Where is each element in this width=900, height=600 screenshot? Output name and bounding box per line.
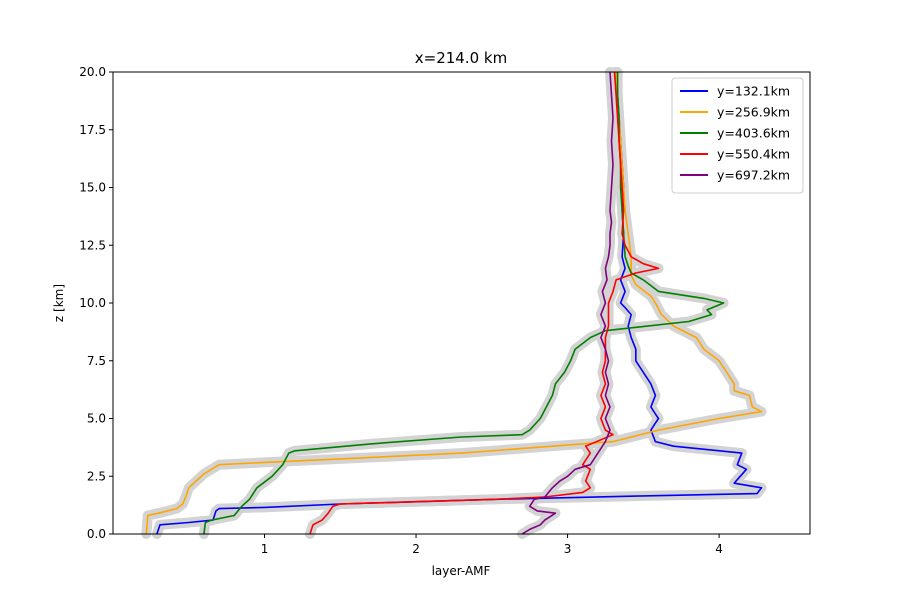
x-tick-label: 4 bbox=[715, 542, 723, 556]
y-tick-label: 15.0 bbox=[79, 181, 106, 195]
legend-entry-1: y=256.9km bbox=[717, 105, 790, 120]
legend-box bbox=[671, 77, 804, 194]
x-tick-label: 1 bbox=[261, 542, 269, 556]
y-tick-label: 5.0 bbox=[87, 412, 106, 426]
legend-entry-2: y=403.6km bbox=[717, 126, 790, 141]
x-tick-label: 2 bbox=[412, 542, 420, 556]
legend-entry-4: y=697.2km bbox=[717, 168, 790, 183]
series-line-4 bbox=[521, 71, 614, 535]
y-axis-ticks: 0.0 2.5 5.0 7.5 10.0 12.5 15.0 17.5 20.0 bbox=[79, 65, 113, 541]
x-axis-label: layer-AMF bbox=[432, 564, 491, 578]
y-tick-label: 17.5 bbox=[79, 123, 106, 137]
series-line-3 bbox=[309, 71, 660, 535]
series-lines bbox=[145, 71, 763, 535]
y-axis-label: z [km] bbox=[52, 284, 66, 322]
y-tick-label: 10.0 bbox=[79, 296, 106, 310]
y-tick-label: 20.0 bbox=[79, 65, 106, 79]
legend: y=132.1km y=256.9km y=403.6km y=550.4km y=69… bbox=[671, 77, 804, 194]
legend-entry-0: y=132.1km bbox=[717, 84, 790, 99]
y-tick-label: 2.5 bbox=[87, 469, 106, 483]
y-tick-label: 7.5 bbox=[87, 354, 106, 368]
y-tick-label: 12.5 bbox=[79, 238, 106, 252]
series-line-1 bbox=[145, 71, 763, 535]
x-tick-label: 3 bbox=[564, 542, 572, 556]
chart-title: x=214.0 km bbox=[415, 49, 507, 67]
series-line-2 bbox=[203, 72, 725, 535]
legend-entry-3: y=550.4km bbox=[717, 147, 790, 162]
x-axis-ticks: 1 2 3 4 bbox=[261, 534, 723, 556]
y-tick-label: 0.0 bbox=[87, 527, 106, 541]
